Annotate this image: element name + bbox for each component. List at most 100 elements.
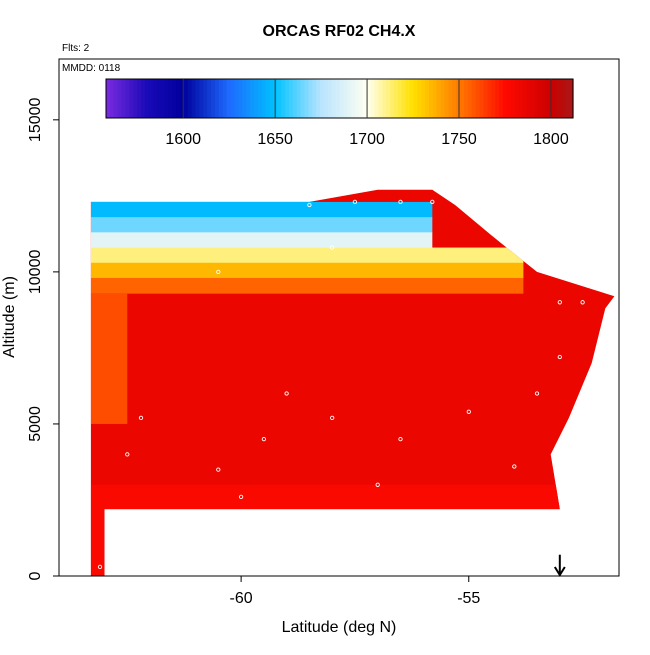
colorbar-swatch	[250, 79, 254, 118]
colorbar-swatch	[242, 79, 246, 118]
curtain-layer	[91, 278, 524, 294]
colorbar-swatch	[157, 79, 161, 118]
flights-annotation: Flts: 2	[62, 43, 90, 54]
colorbar-swatch	[266, 79, 270, 118]
colorbar-swatch	[207, 79, 211, 118]
colorbar-swatch	[110, 79, 114, 118]
x-axis: -60 -55	[230, 576, 481, 607]
chart-svg: ORCAS RF02 CH4.X Flts: 2 MMDD: 0118 1600…	[0, 0, 650, 650]
colorbar-swatch	[472, 79, 476, 118]
marker-arrow	[555, 555, 565, 575]
colorbar-swatch	[320, 79, 324, 118]
colorbar-swatch	[406, 79, 410, 118]
sample-point	[422, 556, 425, 559]
colorbar-swatch	[227, 79, 231, 118]
colorbar-swatch	[160, 79, 164, 118]
sample-point	[171, 559, 174, 562]
colorbar-swatch	[176, 79, 180, 118]
colorbar-swatch	[336, 79, 340, 118]
colorbar-swatch	[133, 79, 137, 118]
colorbar-swatch	[145, 79, 149, 118]
colorbar-swatch	[382, 79, 386, 118]
colorbar-swatch	[542, 79, 546, 118]
sample-point	[112, 538, 115, 541]
colorbar-swatch	[437, 79, 441, 118]
colorbar-swatch	[297, 79, 301, 118]
colorbar-swatch	[417, 79, 421, 118]
colorbar-swatch	[550, 79, 554, 118]
sample-point	[353, 550, 356, 553]
colorbar-swatch	[164, 79, 168, 118]
colorbar-swatch	[106, 79, 110, 118]
colorbar-swatch	[285, 79, 289, 118]
colorbar-swatch	[246, 79, 250, 118]
colorbar-swatch	[184, 79, 188, 118]
colorbar-swatch	[219, 79, 223, 118]
curtain-layer	[91, 217, 432, 233]
colorbar-swatch	[378, 79, 382, 118]
colorbar-tick-label: 1750	[441, 131, 477, 148]
colorbar-swatch	[355, 79, 359, 118]
y-tick-label: 5000	[27, 406, 44, 442]
colorbar-swatch	[480, 79, 484, 118]
curtain-low-band	[91, 485, 560, 576]
colorbar-swatch	[122, 79, 126, 118]
colorbar-swatch	[371, 79, 375, 118]
colorbar-swatch	[546, 79, 550, 118]
colorbar-swatch	[231, 79, 235, 118]
colorbar-swatch	[530, 79, 534, 118]
chart-title: ORCAS RF02 CH4.X	[263, 23, 416, 40]
colorbar-swatch	[129, 79, 133, 118]
colorbar-swatch	[456, 79, 460, 118]
colorbar-swatch	[565, 79, 569, 118]
y-tick-label: 10000	[27, 250, 44, 295]
x-axis-label: Latitude (deg N)	[282, 619, 397, 636]
colorbar-swatch	[188, 79, 192, 118]
colorbar-swatch	[425, 79, 429, 118]
colorbar-swatch	[433, 79, 437, 118]
colorbar-swatch	[258, 79, 262, 118]
colorbar-swatch	[476, 79, 480, 118]
colorbar-swatch	[172, 79, 176, 118]
colorbar-swatch	[328, 79, 332, 118]
colorbar-swatch	[340, 79, 344, 118]
colorbar-swatch	[238, 79, 242, 118]
colorbar-swatch	[398, 79, 402, 118]
sample-point	[444, 514, 447, 517]
curtain-layer	[91, 232, 432, 248]
colorbar-swatch	[149, 79, 153, 118]
colorbar-swatch	[281, 79, 285, 118]
curtain-south-column	[91, 293, 127, 424]
sample-point	[490, 523, 493, 526]
colorbar-swatch	[192, 79, 196, 118]
colorbar-swatch	[168, 79, 172, 118]
colorbar-swatch	[386, 79, 390, 118]
colorbar-swatch	[118, 79, 122, 118]
sample-point	[308, 535, 311, 538]
colorbar-swatch	[316, 79, 320, 118]
colorbar-swatch	[351, 79, 355, 118]
colorbar-swatch	[468, 79, 472, 118]
colorbar-swatch	[483, 79, 487, 118]
x-tick-label: -60	[230, 590, 253, 607]
colorbar-swatch	[114, 79, 118, 118]
colorbar-swatch	[554, 79, 558, 118]
x-tick-label: -55	[457, 590, 480, 607]
curtain-layer	[91, 202, 432, 218]
colorbar-swatch	[211, 79, 215, 118]
colorbar-swatch	[410, 79, 414, 118]
colorbar-swatch	[441, 79, 445, 118]
colorbar-swatch	[413, 79, 417, 118]
colorbar-swatch	[402, 79, 406, 118]
colorbar-tick-label: 1800	[533, 131, 569, 148]
colorbar-swatch	[421, 79, 425, 118]
colorbar-swatch	[445, 79, 449, 118]
colorbar-swatch	[347, 79, 351, 118]
colorbar-swatch	[519, 79, 523, 118]
colorbar-swatch	[223, 79, 227, 118]
colorbar-swatch	[289, 79, 293, 118]
colorbar-swatch	[196, 79, 200, 118]
colorbar-swatch	[343, 79, 347, 118]
colorbar-swatch	[254, 79, 258, 118]
colorbar-swatch	[199, 79, 203, 118]
